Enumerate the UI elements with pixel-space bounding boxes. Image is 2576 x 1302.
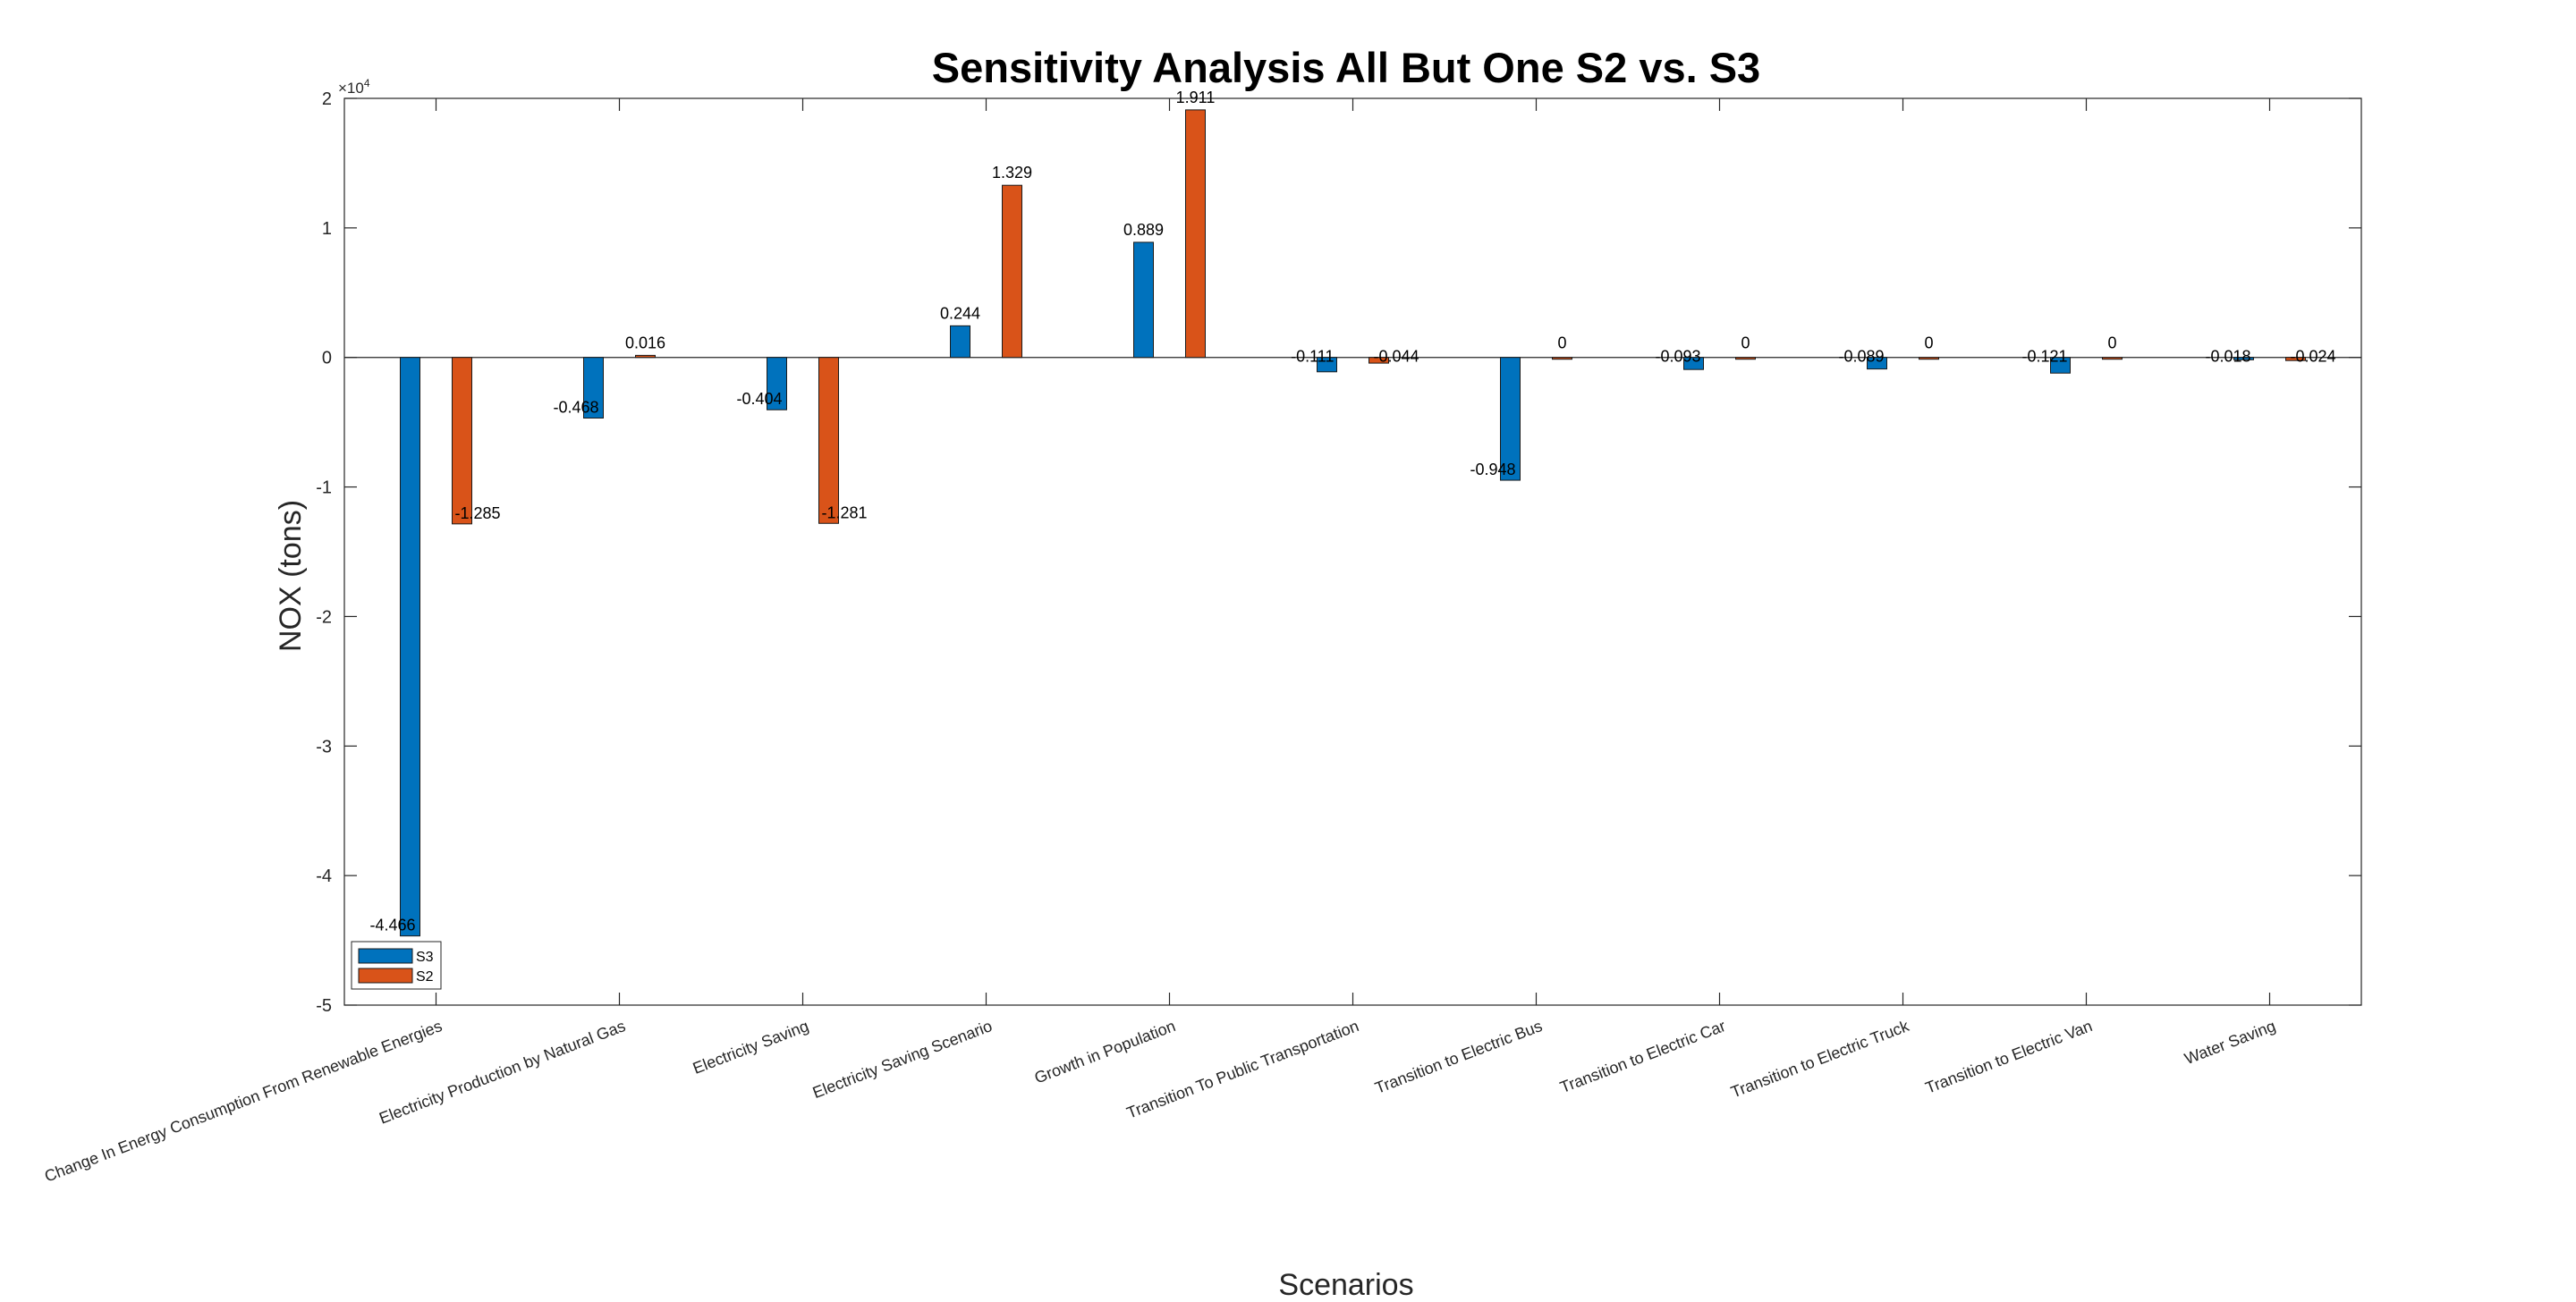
bar-s2 — [1002, 184, 1022, 359]
data-label-s3: -0.948 — [1470, 461, 1515, 478]
data-label-s3: -0.018 — [2205, 348, 2250, 366]
bar-s2 — [1368, 357, 1389, 364]
bar-s3 — [1500, 357, 1521, 481]
x-axis-label: Scenarios — [1278, 1268, 1413, 1298]
bar-s3 — [583, 357, 604, 419]
y-tick-label: -3 — [316, 737, 332, 757]
x-category-label: Water Saving — [2182, 1017, 2278, 1068]
y-tick-label: -5 — [316, 996, 332, 1016]
data-label-s3: -0.093 — [1655, 348, 1700, 366]
data-label-s2: -1.281 — [822, 503, 868, 521]
data-label-s3: -4.466 — [369, 917, 415, 934]
data-label-s3: -0.404 — [736, 390, 782, 408]
plot-area: -5 -4 -3 -2 -1 0 1 2 -4.466 -1.285 -0.468 0.016 -0.4… — [316, 89, 2362, 1016]
axes-box — [343, 97, 2362, 1006]
bar-s3 — [2050, 357, 2071, 374]
bar-s2 — [1735, 357, 1756, 360]
legend-label-s2: S2 — [416, 969, 434, 985]
data-label-s3: 0.889 — [1123, 221, 1164, 239]
data-label-s2: 0.016 — [625, 334, 665, 351]
x-category-label: Transition to Electric Van — [1923, 1017, 2095, 1097]
bar-s2 — [818, 357, 839, 524]
bar-s2 — [1185, 109, 1206, 359]
data-label-s2: -0.024 — [2291, 348, 2336, 366]
y-tick-label: -4 — [316, 867, 332, 886]
data-label-s2: 1.329 — [992, 164, 1032, 182]
legend-label-s3: S3 — [416, 950, 434, 965]
y-axis-label: NOX (tons) — [274, 500, 308, 652]
data-label-s3: -0.468 — [553, 399, 598, 417]
y-tick-label: -2 — [316, 607, 332, 627]
data-label-s2: 1.911 — [1176, 89, 1216, 106]
y-tick-label: 1 — [322, 219, 332, 239]
bar-s3 — [1867, 357, 1887, 370]
bar-s2 — [2285, 357, 2306, 361]
data-label-s3: -0.121 — [2021, 348, 2067, 366]
bar-s3 — [767, 357, 787, 410]
data-label-s2: -0.044 — [1374, 348, 1419, 366]
x-category-label: Transition to Electric Bus — [1373, 1017, 1545, 1097]
legend-swatch-s2 — [358, 968, 413, 984]
legend-swatch-s3 — [358, 948, 413, 964]
data-label-s2: -1.285 — [455, 504, 501, 522]
bar-s2 — [2102, 357, 2123, 360]
data-label-s3: 0.244 — [940, 304, 980, 322]
x-category-label: Change In Energy Consumption From Renewa… — [42, 1017, 445, 1186]
y-tick-label: 0 — [322, 349, 332, 368]
x-tick-labels: Change In Energy Consumption From Renewa… — [42, 1017, 2278, 1186]
x-category-label: Transition to Electric Car — [1557, 1017, 1728, 1096]
data-label-s2: 0 — [1557, 334, 1566, 352]
y-axis-exponent: ×104 — [338, 77, 370, 97]
x-category-label: Growth in Population — [1032, 1017, 1178, 1087]
y-axis-exponent-power: 4 — [364, 77, 370, 89]
bar-s3 — [1133, 241, 1154, 359]
bar-s2 — [1919, 357, 1939, 360]
bar-s2 — [1552, 357, 1572, 360]
bar-s3 — [2233, 357, 2254, 360]
chart-title: Sensitivity Analysis All But One S2 vs. … — [932, 44, 1760, 91]
x-category-label: Electricity Saving Scenario — [810, 1017, 995, 1102]
data-label-s2: 0 — [1741, 334, 1750, 352]
bar-s3 — [950, 325, 970, 359]
bar-s2 — [635, 354, 656, 359]
x-category-label: Transition to Electric Truck — [1728, 1017, 1911, 1102]
data-label-s2: 0 — [1924, 334, 1933, 352]
data-label-s3: -0.111 — [1291, 348, 1334, 366]
bar-s3 — [1683, 357, 1704, 370]
y-axis-exponent-base: ×10 — [338, 80, 364, 97]
y-tick-label: 2 — [322, 89, 332, 109]
y-tick-label: -1 — [316, 478, 332, 498]
bar-s3 — [400, 357, 420, 937]
bar-s3 — [1317, 357, 1337, 373]
bar-s2 — [452, 357, 472, 525]
data-label-s3: -0.089 — [1838, 348, 1884, 366]
x-category-label: Electricity Saving — [691, 1017, 811, 1078]
data-label-s2: 0 — [2107, 334, 2116, 352]
